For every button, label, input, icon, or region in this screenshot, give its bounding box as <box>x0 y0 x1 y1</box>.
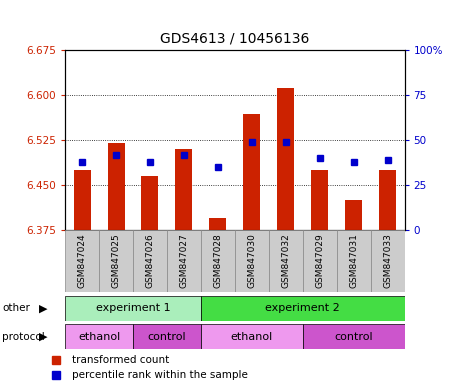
Bar <box>167 230 201 292</box>
Bar <box>107 143 125 230</box>
Bar <box>311 170 328 230</box>
Bar <box>65 230 99 292</box>
Text: ▶: ▶ <box>39 303 47 313</box>
Bar <box>235 230 269 292</box>
Text: experiment 1: experiment 1 <box>96 303 170 313</box>
Bar <box>99 230 133 292</box>
Bar <box>345 200 362 230</box>
Bar <box>133 324 201 349</box>
Bar <box>337 230 371 292</box>
Text: protocol: protocol <box>2 332 45 342</box>
Text: GSM847033: GSM847033 <box>383 233 392 288</box>
Text: GSM847024: GSM847024 <box>78 233 86 288</box>
Text: percentile rank within the sample: percentile rank within the sample <box>72 369 248 380</box>
Text: GSM847029: GSM847029 <box>315 233 324 288</box>
Title: GDS4613 / 10456136: GDS4613 / 10456136 <box>160 32 310 46</box>
Bar <box>371 230 405 292</box>
Bar <box>379 170 396 230</box>
Bar <box>277 88 294 230</box>
Text: GSM847027: GSM847027 <box>179 233 188 288</box>
Text: GSM847030: GSM847030 <box>247 233 256 288</box>
Bar <box>201 230 235 292</box>
Text: GSM847031: GSM847031 <box>349 233 358 288</box>
Bar <box>201 324 303 349</box>
Text: ethanol: ethanol <box>78 332 120 342</box>
Text: control: control <box>334 332 373 342</box>
Bar <box>209 218 226 230</box>
Bar <box>303 324 405 349</box>
Text: transformed count: transformed count <box>72 354 169 365</box>
Bar <box>201 296 405 321</box>
Text: GSM847025: GSM847025 <box>112 233 120 288</box>
Bar <box>243 114 260 230</box>
Bar <box>65 296 201 321</box>
Text: other: other <box>2 303 30 313</box>
Bar <box>303 230 337 292</box>
Text: ▶: ▶ <box>39 332 47 342</box>
Bar <box>65 324 133 349</box>
Text: ethanol: ethanol <box>231 332 273 342</box>
Bar <box>133 230 167 292</box>
Text: GSM847032: GSM847032 <box>281 233 290 288</box>
Bar <box>269 230 303 292</box>
Text: control: control <box>147 332 186 342</box>
Text: GSM847026: GSM847026 <box>146 233 154 288</box>
Text: experiment 2: experiment 2 <box>266 303 340 313</box>
Text: GSM847028: GSM847028 <box>213 233 222 288</box>
Bar <box>73 170 91 230</box>
Bar <box>175 149 193 230</box>
Bar <box>141 176 159 230</box>
